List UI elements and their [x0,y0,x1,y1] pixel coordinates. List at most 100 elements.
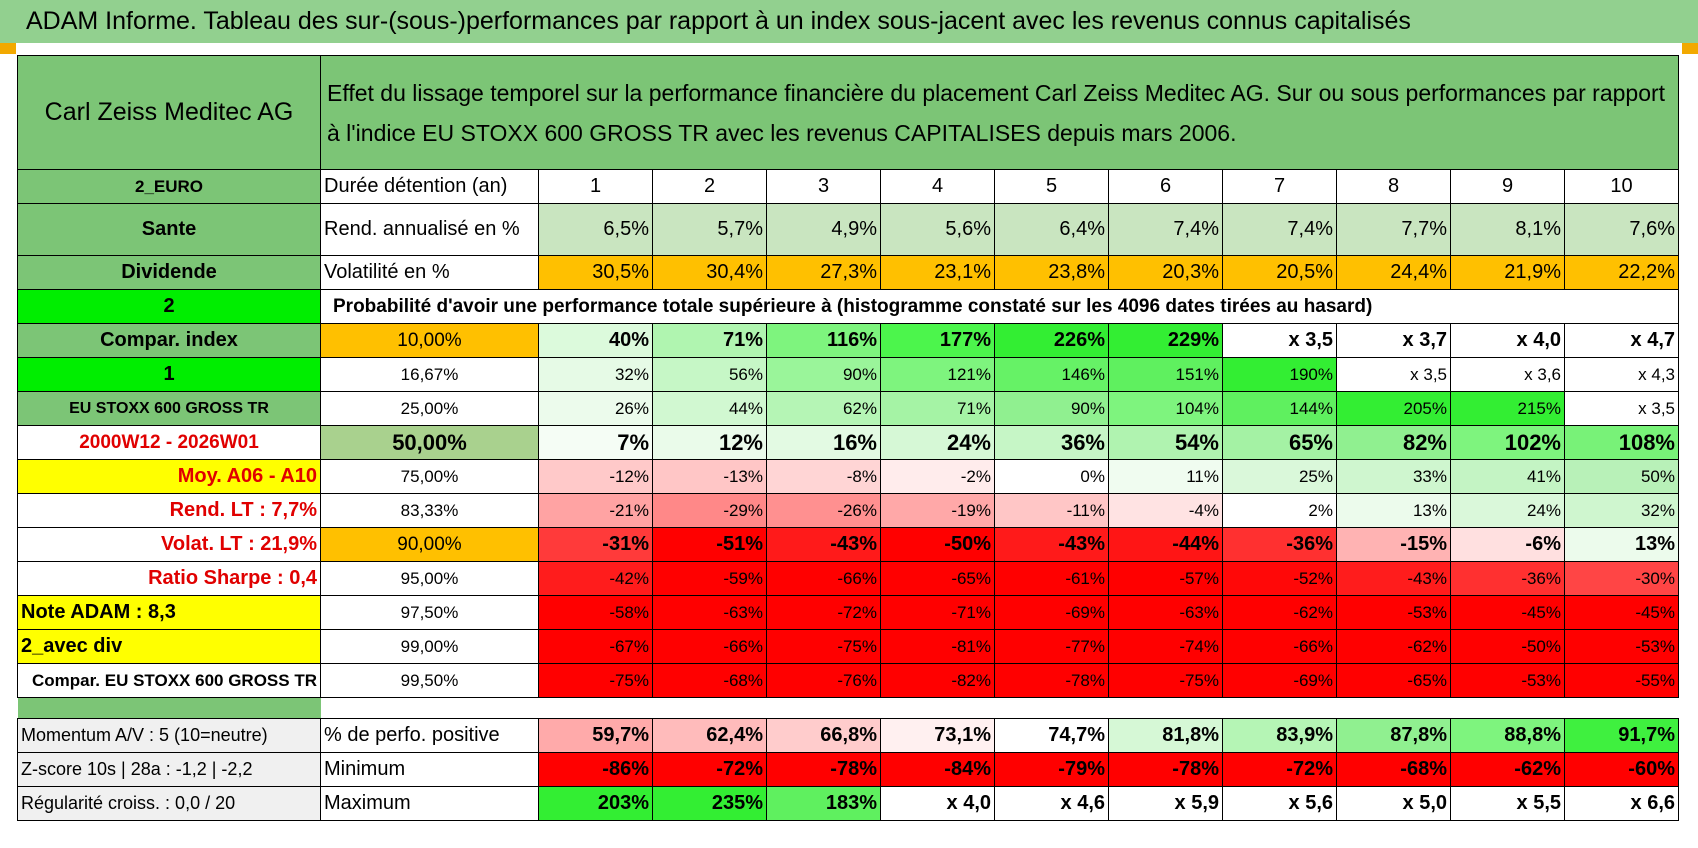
duration-label: Durée détention (an) [320,169,539,204]
return-cell: 7,7% [1336,203,1451,256]
probability-value: -30% [1564,561,1679,596]
probability-threshold: 99,50% [320,663,539,698]
maximum-value: x 5,6 [1222,786,1337,821]
probability-value: 104% [1108,391,1223,426]
probability-value: 11% [1108,459,1223,494]
volatility-cell: 30,5% [538,255,653,290]
return-cell: 4,9% [766,203,881,256]
side-label-note: Note ADAM : 8,3 [17,595,321,630]
volatility-cell: 22,2% [1564,255,1679,290]
volatility-cell: 27,3% [766,255,881,290]
positive-performance-value: 73,1% [880,718,995,753]
minimum-value: -72% [652,752,767,787]
probability-value: 121% [880,357,995,392]
probability-value: x 4,3 [1564,357,1679,392]
years-row: 2_EURO Durée détention (an) 1 2 3 4 5 6 7 8 9 10 [17,169,1679,204]
probability-value: -36% [1222,527,1337,562]
header-row: Carl Zeiss Meditec AG Effet du lissage t… [17,55,1679,170]
probability-value: x 4,0 [1450,323,1565,358]
return-cell: 7,6% [1564,203,1679,256]
maximum-value: x 5,5 [1450,786,1565,821]
minimum-value: -62% [1450,752,1565,787]
year-header: 4 [880,169,995,204]
probability-value: -66% [766,561,881,596]
maximum-value: x 5,0 [1336,786,1451,821]
probability-value: -65% [880,561,995,596]
positive-performance-value: 81,8% [1108,718,1223,753]
maximum-value: 183% [766,786,881,821]
probability-value: -36% [1450,561,1565,596]
probability-value: 40% [538,323,653,358]
probability-value: -51% [652,527,767,562]
probability-value: 54% [1108,425,1223,460]
probability-value: -55% [1564,663,1679,698]
probability-row: Compar. index 10,00% 40% 71% 116% 177% 226% 229… [17,323,1679,358]
probability-value: -21% [538,493,653,528]
probability-threshold: 25,00% [320,391,539,426]
probability-value: -43% [1336,561,1451,596]
probability-value: -82% [880,663,995,698]
probability-value: -52% [1222,561,1337,596]
probability-value: -4% [1108,493,1223,528]
probability-value: -65% [1336,663,1451,698]
corner-marker-right [1682,43,1698,54]
probability-threshold: 10,00% [320,323,539,358]
probability-value: 71% [652,323,767,358]
probability-row: 2000W12 - 2026W01 50,00% 7% 12% 16% 24% 36% 54%… [17,425,1679,460]
probability-value: -69% [1222,663,1337,698]
minimum-value: -68% [1336,752,1451,787]
year-header: 9 [1450,169,1565,204]
positive-performance-value: 66,8% [766,718,881,753]
probability-value: -15% [1336,527,1451,562]
probability-value: -50% [880,527,995,562]
probability-threshold: 99,00% [320,629,539,664]
side-label-rend-lt: Rend. LT : 7,7% [17,493,321,528]
positive-performance-value: 87,8% [1336,718,1451,753]
positive-performance-label: % de perfo. positive [320,718,539,753]
probability-value: -42% [538,561,653,596]
corner-marker-left [0,43,16,54]
probability-value: -63% [652,595,767,630]
maximum-row: Régularité croiss. : 0,0 / 20 Maximum 203%… [17,786,1679,821]
probability-row: Note ADAM : 8,3 97,50% -58% -63% -72% -71% -69… [17,595,1679,630]
probability-value: -53% [1336,595,1451,630]
volatility-cell: 21,9% [1450,255,1565,290]
probability-threshold: 95,00% [320,561,539,596]
probability-value: -62% [1336,629,1451,664]
return-row: Sante Rend. annualisé en % 6,5% 5,7% 4,9% 5… [17,203,1679,256]
side-label-volat-lt: Volat. LT : 21,9% [17,527,321,562]
probability-value: 36% [994,425,1109,460]
probability-value: 41% [1450,459,1565,494]
probability-value: 190% [1222,357,1337,392]
probability-value: -11% [994,493,1109,528]
volatility-cell: 23,8% [994,255,1109,290]
side-label-avec-div: 2_avec div [17,629,321,664]
probability-value: -75% [1108,663,1223,698]
probability-value: -13% [652,459,767,494]
positive-performance-value: 83,9% [1222,718,1337,753]
probability-value: 32% [1564,493,1679,528]
positive-performance-side-label: Momentum A/V : 5 (10=neutre) [17,718,321,753]
probability-value: -69% [994,595,1109,630]
probability-value: 32% [538,357,653,392]
year-header: 2 [652,169,767,204]
probability-row: Ratio Sharpe : 0,4 95,00% -42% -59% -66% -65%… [17,561,1679,596]
probability-value: 90% [994,391,1109,426]
maximum-side-label: Régularité croiss. : 0,0 / 20 [17,786,321,821]
probability-value: 12% [652,425,767,460]
volatility-label: Volatilité en % [320,255,539,290]
probability-value: -26% [766,493,881,528]
probability-value: -74% [1108,629,1223,664]
dividend-label: Dividende [17,255,321,290]
probability-value: -57% [1108,561,1223,596]
performance-table: Carl Zeiss Meditec AG Effet du lissage t… [17,55,1679,821]
return-cell: 5,7% [652,203,767,256]
probability-value: 215% [1450,391,1565,426]
probability-value: -44% [1108,527,1223,562]
spacer-cell [17,697,321,719]
positive-performance-value: 62,4% [652,718,767,753]
maximum-value: 203% [538,786,653,821]
probability-value: -75% [538,663,653,698]
probability-value: 151% [1108,357,1223,392]
